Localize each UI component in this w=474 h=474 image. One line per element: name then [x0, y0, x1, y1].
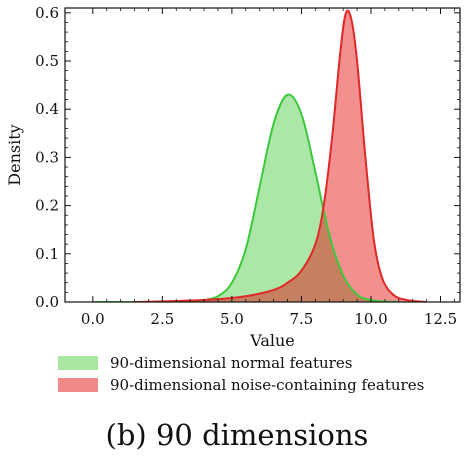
x-tick-label: 2.5 — [150, 310, 174, 328]
x-tick-label: 5.0 — [220, 310, 244, 328]
legend-label-normal: 90-dimensional normal features — [110, 354, 352, 372]
y-tick-label: 0.3 — [35, 148, 59, 166]
y-tick-label: 0.6 — [35, 4, 59, 22]
y-tick-label: 0.5 — [35, 52, 59, 70]
x-tick-label: 10.0 — [354, 310, 387, 328]
y-tick-label: 0.1 — [35, 245, 59, 263]
legend-swatch-normal — [58, 356, 98, 370]
y-axis-label: Density — [5, 124, 24, 185]
legend: 90-dimensional normal features 90-dimens… — [58, 354, 424, 394]
y-tick-label: 0.2 — [35, 197, 59, 215]
y-tick-label: 0.4 — [35, 100, 59, 118]
noise-features-area — [134, 10, 427, 302]
legend-label-noise: 90-dimensional noise-containing features — [110, 376, 424, 394]
noise-features-line — [134, 9, 427, 302]
x-tick-label: 7.5 — [290, 310, 314, 328]
y-tick-label: 0.0 — [35, 293, 59, 311]
x-tick-label: 0.0 — [81, 310, 105, 328]
plot-frame — [64, 7, 461, 303]
x-tick-label: 12.5 — [424, 310, 457, 328]
x-axis-label: Value — [249, 331, 295, 350]
legend-swatch-noise — [58, 378, 98, 392]
figure-caption: (b) 90 dimensions — [105, 418, 369, 452]
